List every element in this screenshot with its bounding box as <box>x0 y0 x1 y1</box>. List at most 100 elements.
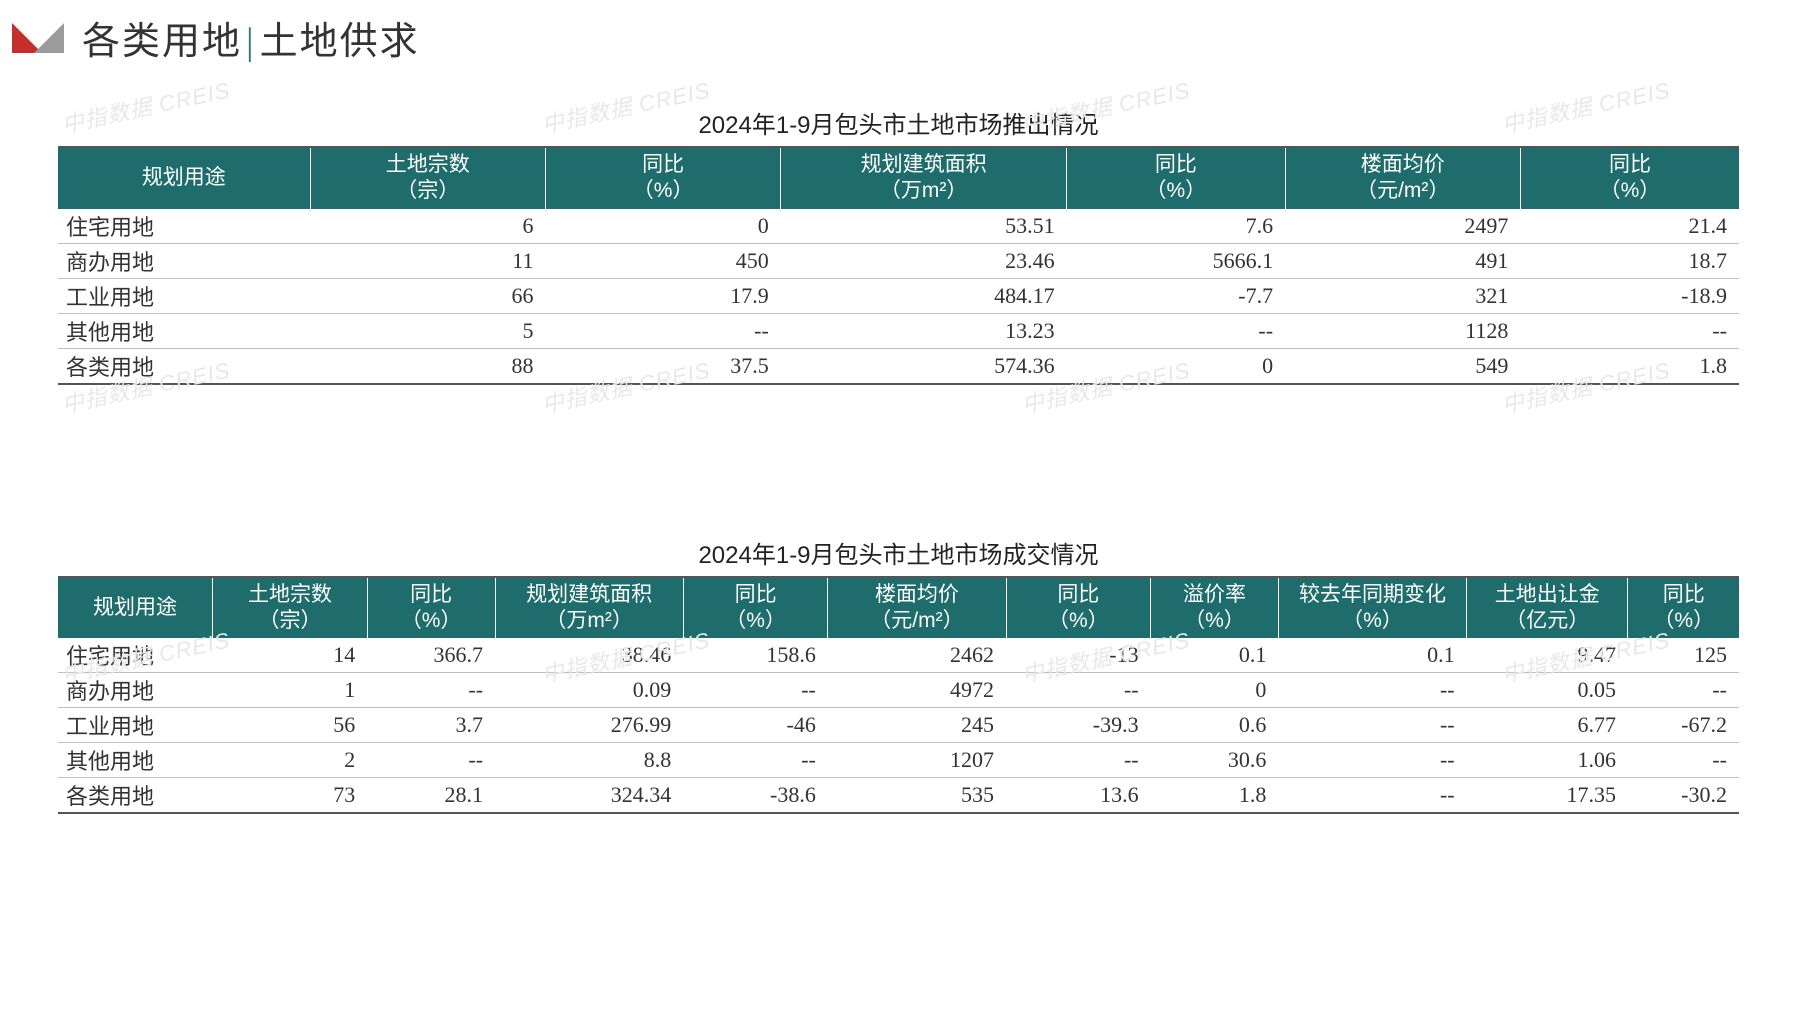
value-cell: 125 <box>1628 638 1739 673</box>
value-cell: 53.51 <box>781 209 1067 244</box>
value-cell: 88 <box>310 348 545 384</box>
value-cell: 5 <box>310 313 545 348</box>
value-cell: 0.6 <box>1151 708 1279 743</box>
column-header: 规划用途 <box>58 147 310 209</box>
column-header: 同比（%） <box>1067 147 1286 209</box>
value-cell: 1.8 <box>1520 348 1739 384</box>
value-cell: 5666.1 <box>1067 243 1286 278</box>
value-cell: 0.1 <box>1151 638 1279 673</box>
value-cell: 21.4 <box>1520 209 1739 244</box>
table1-caption: 2024年1-9月包头市土地市场推出情况 <box>58 105 1739 140</box>
value-cell: 2 <box>213 743 368 778</box>
value-cell: 549 <box>1285 348 1520 384</box>
value-cell: 1.06 <box>1467 743 1628 778</box>
value-cell: 158.6 <box>683 638 828 673</box>
value-cell: -- <box>1278 778 1466 814</box>
value-cell: -- <box>367 673 495 708</box>
column-header: 溢价率（%） <box>1151 577 1279 639</box>
value-cell: -18.9 <box>1520 278 1739 313</box>
value-cell: -13 <box>1006 638 1151 673</box>
category-cell: 各类用地 <box>58 778 213 814</box>
value-cell: 2462 <box>828 638 1006 673</box>
value-cell: 38.46 <box>495 638 683 673</box>
column-header: 同比（%） <box>367 577 495 639</box>
column-header: 楼面均价（元/m²） <box>828 577 1006 639</box>
value-cell: -46 <box>683 708 828 743</box>
page-title: 各类用地|土地供求 <box>82 10 420 65</box>
value-cell: 14 <box>213 638 368 673</box>
value-cell: 321 <box>1285 278 1520 313</box>
column-header: 同比（%） <box>1628 577 1739 639</box>
value-cell: 28.1 <box>367 778 495 814</box>
category-cell: 商办用地 <box>58 243 310 278</box>
category-cell: 住宅用地 <box>58 209 310 244</box>
value-cell: 18.7 <box>1520 243 1739 278</box>
value-cell: -- <box>367 743 495 778</box>
value-cell: -- <box>1628 673 1739 708</box>
category-cell: 工业用地 <box>58 708 213 743</box>
value-cell: 245 <box>828 708 1006 743</box>
value-cell: 276.99 <box>495 708 683 743</box>
value-cell: -- <box>1278 708 1466 743</box>
value-cell: 4972 <box>828 673 1006 708</box>
value-cell: -39.3 <box>1006 708 1151 743</box>
column-header: 土地宗数（宗） <box>213 577 368 639</box>
logo-icon <box>12 23 64 53</box>
table-row: 各类用地7328.1324.34-38.653513.61.8--17.35-3… <box>58 778 1739 814</box>
column-header: 较去年同期变化（%） <box>1278 577 1466 639</box>
value-cell: 1207 <box>828 743 1006 778</box>
column-header: 规划建筑面积（万m²） <box>781 147 1067 209</box>
title-left: 各类用地 <box>82 21 242 63</box>
category-cell: 工业用地 <box>58 278 310 313</box>
table2-header-row: 规划用途土地宗数（宗）同比（%）规划建筑面积（万m²）同比（%）楼面均价（元/m… <box>58 577 1739 639</box>
table-row: 工业用地6617.9484.17-7.7321-18.9 <box>58 278 1739 313</box>
value-cell: 0 <box>545 209 780 244</box>
table2-caption: 2024年1-9月包头市土地市场成交情况 <box>58 535 1739 570</box>
value-cell: 6.77 <box>1467 708 1628 743</box>
category-cell: 其他用地 <box>58 313 310 348</box>
table-row: 其他用地2--8.8--1207--30.6--1.06-- <box>58 743 1739 778</box>
header-bar: 各类用地|土地供求 <box>0 0 1797 65</box>
value-cell: 30.6 <box>1151 743 1279 778</box>
value-cell: -- <box>1006 673 1151 708</box>
value-cell: -38.6 <box>683 778 828 814</box>
value-cell: -7.7 <box>1067 278 1286 313</box>
value-cell: 2497 <box>1285 209 1520 244</box>
column-header: 规划建筑面积（万m²） <box>495 577 683 639</box>
value-cell: 73 <box>213 778 368 814</box>
column-header: 同比（%） <box>545 147 780 209</box>
content-area: 2024年1-9月包头市土地市场推出情况 规划用途土地宗数（宗）同比（%）规划建… <box>0 65 1797 814</box>
value-cell: 13.23 <box>781 313 1067 348</box>
column-header: 同比（%） <box>683 577 828 639</box>
value-cell: 23.46 <box>781 243 1067 278</box>
table-row: 住宅用地6053.517.6249721.4 <box>58 209 1739 244</box>
value-cell: -- <box>1628 743 1739 778</box>
value-cell: 535 <box>828 778 1006 814</box>
column-header: 土地宗数（宗） <box>310 147 545 209</box>
value-cell: 0.1 <box>1278 638 1466 673</box>
value-cell: 324.34 <box>495 778 683 814</box>
column-header: 土地出让金（亿元） <box>1467 577 1628 639</box>
value-cell: 8.8 <box>495 743 683 778</box>
value-cell: -- <box>1278 743 1466 778</box>
value-cell: 6 <box>310 209 545 244</box>
value-cell: 9.47 <box>1467 638 1628 673</box>
table-row: 工业用地563.7276.99-46245-39.30.6--6.77-67.2 <box>58 708 1739 743</box>
value-cell: -30.2 <box>1628 778 1739 814</box>
category-cell: 住宅用地 <box>58 638 213 673</box>
value-cell: 491 <box>1285 243 1520 278</box>
value-cell: -- <box>683 673 828 708</box>
value-cell: 484.17 <box>781 278 1067 313</box>
table-row: 商办用地1--0.09--4972--0--0.05-- <box>58 673 1739 708</box>
value-cell: 0.09 <box>495 673 683 708</box>
column-header: 同比（%） <box>1006 577 1151 639</box>
value-cell: 1 <box>213 673 368 708</box>
column-header: 同比（%） <box>1520 147 1739 209</box>
table2: 规划用途土地宗数（宗）同比（%）规划建筑面积（万m²）同比（%）楼面均价（元/m… <box>58 576 1739 815</box>
table1: 规划用途土地宗数（宗）同比（%）规划建筑面积（万m²）同比（%）楼面均价（元/m… <box>58 146 1739 385</box>
value-cell: -- <box>1006 743 1151 778</box>
value-cell: -- <box>1520 313 1739 348</box>
table1-header-row: 规划用途土地宗数（宗）同比（%）规划建筑面积（万m²）同比（%）楼面均价（元/m… <box>58 147 1739 209</box>
value-cell: 0 <box>1151 673 1279 708</box>
value-cell: 3.7 <box>367 708 495 743</box>
